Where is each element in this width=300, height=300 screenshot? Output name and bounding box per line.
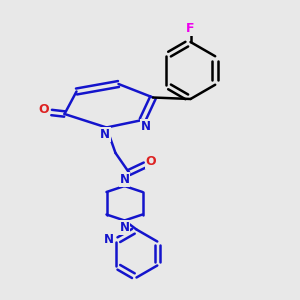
Text: F: F [186,22,195,35]
Text: N: N [104,232,114,246]
Text: N: N [140,120,151,133]
Text: N: N [119,220,130,234]
Text: N: N [100,128,110,141]
Text: O: O [39,103,50,116]
Text: N: N [119,173,130,186]
Text: O: O [146,154,156,168]
